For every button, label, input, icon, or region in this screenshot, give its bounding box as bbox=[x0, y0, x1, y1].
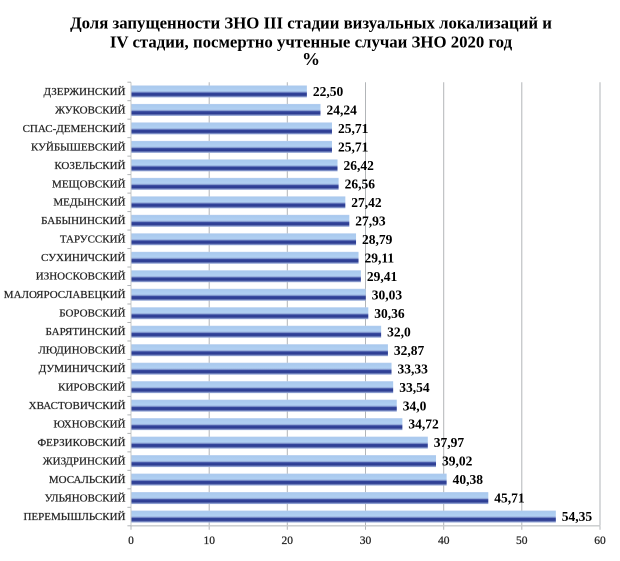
svg-text:28,79: 28,79 bbox=[362, 232, 393, 247]
svg-text:34,72: 34,72 bbox=[408, 417, 439, 432]
svg-text:26,56: 26,56 bbox=[345, 176, 376, 191]
svg-text:50: 50 bbox=[516, 535, 528, 547]
svg-text:32,0: 32,0 bbox=[387, 324, 411, 339]
svg-text:29,41: 29,41 bbox=[367, 269, 398, 284]
svg-text:БОРОВСКИЙ: БОРОВСКИЙ bbox=[59, 308, 125, 320]
svg-text:37,97: 37,97 bbox=[434, 435, 465, 450]
svg-text:ХВАСТОВИЧСКИЙ: ХВАСТОВИЧСКИЙ bbox=[29, 400, 126, 412]
svg-text:МЕЩОВСКИЙ: МЕЩОВСКИЙ bbox=[52, 178, 125, 190]
svg-text:24,24: 24,24 bbox=[327, 103, 358, 118]
svg-text:ДЗЕРЖИНСКИЙ: ДЗЕРЖИНСКИЙ bbox=[43, 86, 125, 98]
svg-text:СПАС-ДЕМЕНСКИЙ: СПАС-ДЕМЕНСКИЙ bbox=[23, 123, 126, 135]
svg-text:60: 60 bbox=[594, 535, 606, 547]
svg-text:32,87: 32,87 bbox=[394, 343, 425, 358]
svg-text:ТАРУССКИЙ: ТАРУССКИЙ bbox=[60, 234, 126, 246]
svg-text:ДУМИНИЧСКИЙ: ДУМИНИЧСКИЙ bbox=[39, 363, 126, 375]
svg-text:ФЕРЗИКОВСКИЙ: ФЕРЗИКОВСКИЙ bbox=[37, 437, 125, 449]
svg-text:МОСАЛЬСКИЙ: МОСАЛЬСКИЙ bbox=[49, 474, 126, 486]
svg-text:ИЗНОСКОВСКИЙ: ИЗНОСКОВСКИЙ bbox=[36, 271, 126, 283]
svg-text:30,36: 30,36 bbox=[374, 306, 405, 321]
svg-text:40,38: 40,38 bbox=[453, 472, 484, 487]
svg-text:ЖИЗДРИНСКИЙ: ЖИЗДРИНСКИЙ bbox=[43, 456, 126, 468]
svg-text:КУЙБЫШЕВСКИЙ: КУЙБЫШЕВСКИЙ bbox=[31, 141, 126, 153]
svg-text:УЛЬЯНОВСКИЙ: УЛЬЯНОВСКИЙ bbox=[45, 492, 126, 504]
svg-text:БАБЫНИНСКИЙ: БАБЫНИНСКИЙ bbox=[41, 215, 125, 227]
svg-text:КИРОВСКИЙ: КИРОВСКИЙ bbox=[58, 382, 125, 394]
svg-text:33,33: 33,33 bbox=[398, 361, 429, 376]
svg-text:45,71: 45,71 bbox=[494, 491, 525, 506]
svg-text:%: % bbox=[302, 49, 320, 69]
svg-text:СУХИНИЧСКИЙ: СУХИНИЧСКИЙ bbox=[41, 252, 126, 264]
svg-text:ЛЮДИНОВСКИЙ: ЛЮДИНОВСКИЙ bbox=[38, 345, 125, 357]
svg-text:ПЕРЕМЫШЛЬСКИЙ: ПЕРЕМЫШЛЬСКИЙ bbox=[23, 511, 125, 523]
svg-text:МЕДЫНСКИЙ: МЕДЫНСКИЙ bbox=[53, 197, 125, 209]
svg-text:33,54: 33,54 bbox=[399, 380, 430, 395]
svg-text:ЮХНОВСКИЙ: ЮХНОВСКИЙ bbox=[53, 419, 125, 431]
svg-text:Доля запущенности ЗНО III стад: Доля запущенности ЗНО III стадии визуаль… bbox=[70, 13, 552, 32]
svg-text:БАРЯТИНСКИЙ: БАРЯТИНСКИЙ bbox=[45, 326, 125, 338]
svg-text:39,02: 39,02 bbox=[442, 454, 473, 469]
svg-text:20: 20 bbox=[282, 535, 294, 547]
svg-text:22,50: 22,50 bbox=[313, 84, 344, 99]
svg-text:29,11: 29,11 bbox=[365, 250, 395, 265]
svg-text:ЖУКОВСКИЙ: ЖУКОВСКИЙ bbox=[55, 104, 125, 116]
svg-text:0: 0 bbox=[128, 535, 134, 547]
svg-text:КОЗЕЛЬСКИЙ: КОЗЕЛЬСКИЙ bbox=[54, 160, 125, 172]
svg-text:30: 30 bbox=[360, 535, 372, 547]
svg-text:IV стадии, посмертно учтенные: IV стадии, посмертно учтенные случаи ЗНО… bbox=[110, 32, 513, 51]
svg-text:МАЛОЯРОСЛАВЕЦКИЙ: МАЛОЯРОСЛАВЕЦКИЙ bbox=[4, 289, 126, 301]
svg-text:54,35: 54,35 bbox=[562, 509, 593, 524]
svg-text:26,42: 26,42 bbox=[344, 158, 375, 173]
svg-text:27,42: 27,42 bbox=[351, 195, 382, 210]
svg-text:34,0: 34,0 bbox=[403, 398, 427, 413]
svg-text:40: 40 bbox=[438, 535, 450, 547]
svg-text:25,71: 25,71 bbox=[338, 121, 369, 136]
svg-text:30,03: 30,03 bbox=[372, 287, 403, 302]
svg-text:10: 10 bbox=[203, 535, 215, 547]
svg-text:25,71: 25,71 bbox=[338, 139, 369, 154]
svg-text:27,93: 27,93 bbox=[355, 213, 386, 228]
